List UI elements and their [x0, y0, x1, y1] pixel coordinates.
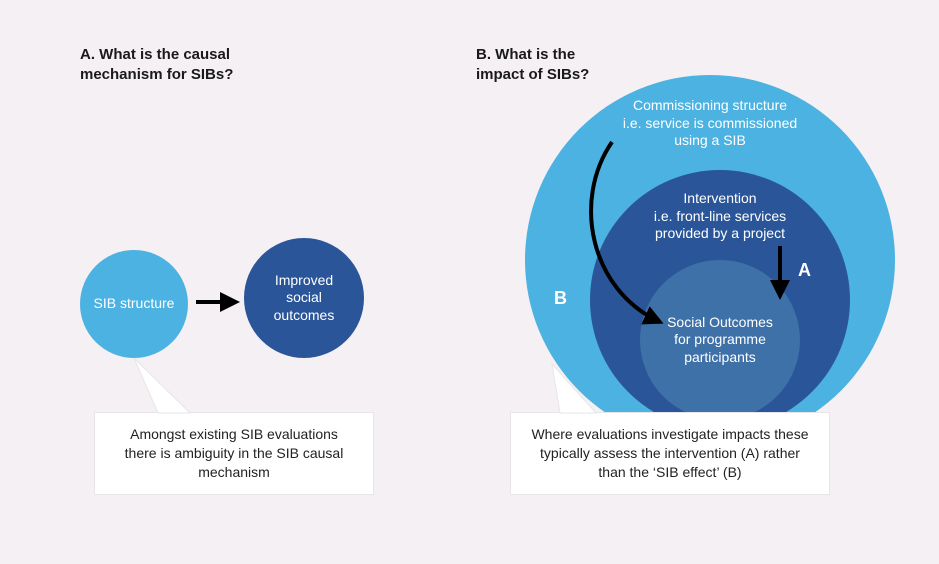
panel-b-caption: Where evaluations investigate impacts th… [510, 412, 830, 495]
intervention-label: Interventioni.e. front-line servicesprov… [646, 182, 794, 251]
panel-a-caption-text: Amongst existing SIB evaluations there i… [125, 426, 344, 480]
sib-structure-circle: SIB structure [80, 250, 188, 358]
panel-a-heading: A. What is the causalmechanism for SIBs? [80, 45, 310, 86]
panel-b-heading: B. What is theimpact of SIBs? [476, 45, 646, 86]
panel-a-caption: Amongst existing SIB evaluations there i… [94, 412, 374, 495]
outcomes-label: Improvedsocialoutcomes [266, 264, 343, 333]
label-a-text: A [798, 260, 811, 280]
commissioning-label: Commissioning structurei.e. service is c… [615, 89, 805, 158]
label-b-text: B [554, 288, 567, 308]
panel-a-callout-tail [134, 358, 190, 413]
social-outcomes-label: Social Outcomesfor programmeparticipants [659, 306, 781, 375]
sib-structure-label: SIB structure [86, 287, 183, 321]
label-a: A [798, 260, 811, 281]
panel-b-caption-text: Where evaluations investigate impacts th… [531, 426, 808, 480]
panel-a-heading-text: A. What is the causalmechanism for SIBs? [80, 46, 233, 83]
social-outcomes-circle: Social Outcomesfor programmeparticipants [640, 260, 800, 420]
outcomes-circle: Improvedsocialoutcomes [244, 238, 364, 358]
panel-b-heading-text: B. What is theimpact of SIBs? [476, 46, 589, 83]
label-b: B [554, 288, 567, 309]
